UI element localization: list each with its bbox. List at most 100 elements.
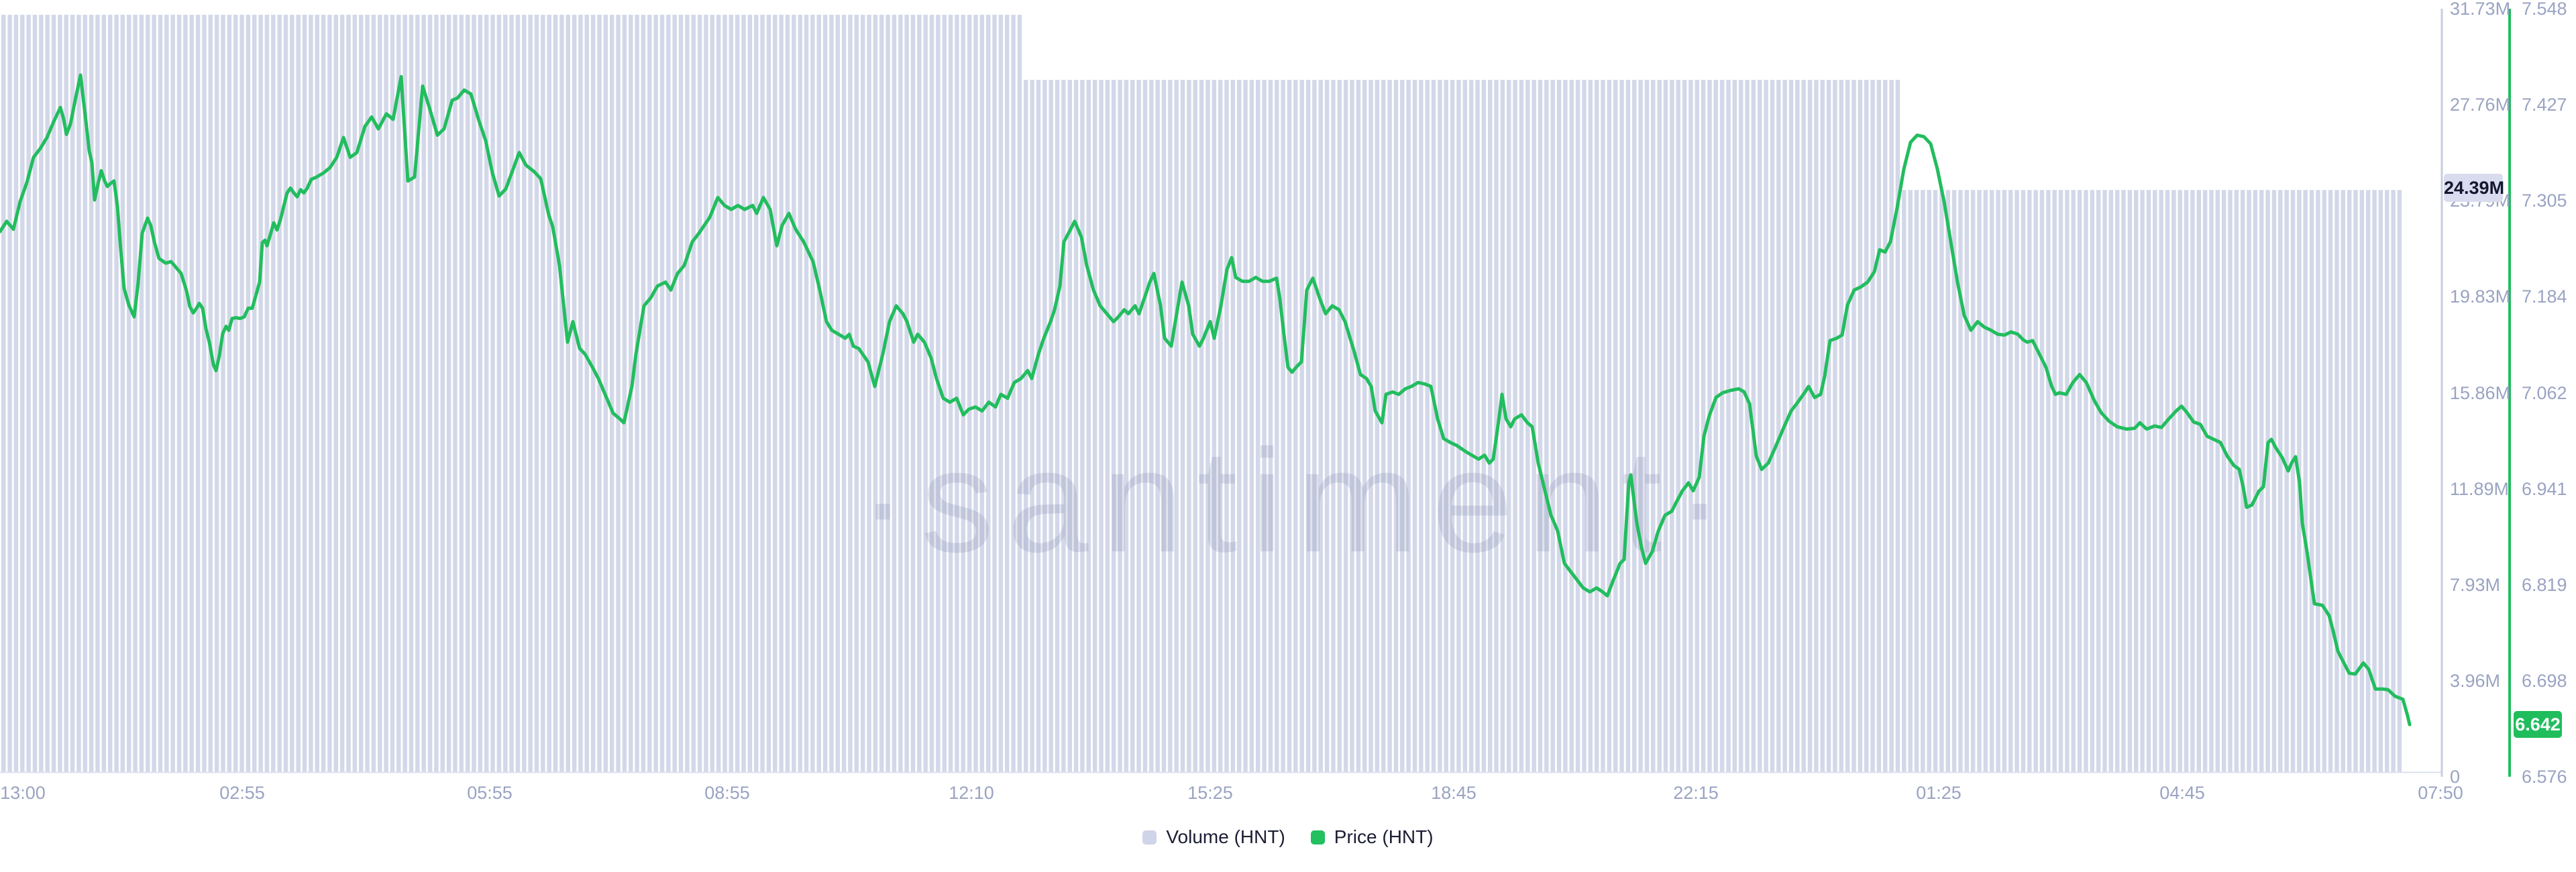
volume-bar xyxy=(841,15,847,772)
volume-bar xyxy=(1193,80,1197,773)
volume-bar xyxy=(1230,80,1236,773)
volume-bar xyxy=(641,15,646,772)
volume-bar xyxy=(2259,190,2264,772)
volume-bar xyxy=(189,15,194,772)
volume-bar xyxy=(2184,190,2189,772)
volume-bar xyxy=(51,15,56,772)
volume-bar xyxy=(917,15,922,772)
price-tick-label: 6.819 xyxy=(2522,575,2567,595)
volume-bar xyxy=(2058,190,2063,772)
volume-bar xyxy=(1758,80,1762,773)
volume-bar xyxy=(1945,190,1950,772)
volume-bar xyxy=(2084,190,2088,772)
legend-item-volume[interactable]: Volume (HNT) xyxy=(1142,826,1285,848)
volume-bar xyxy=(1049,80,1053,773)
volume-bar xyxy=(277,15,282,772)
volume-bar xyxy=(1275,80,1279,773)
volume-bar xyxy=(421,15,426,772)
volume-bar xyxy=(955,15,959,772)
volume-bar xyxy=(1337,80,1342,773)
volume-bar xyxy=(1695,80,1699,773)
volume-bar xyxy=(202,15,207,772)
price-swatch-icon xyxy=(1310,830,1325,844)
volume-bar xyxy=(1575,80,1580,773)
volume-bar xyxy=(1914,190,1919,772)
volume-bar xyxy=(2303,190,2308,772)
volume-bar xyxy=(948,15,953,772)
volume-bar xyxy=(2397,190,2402,772)
volume-bar xyxy=(1224,80,1229,773)
volume-bar xyxy=(1287,80,1292,773)
volume-bar xyxy=(942,15,947,772)
volume-bar xyxy=(13,15,19,772)
volume-bar xyxy=(1651,80,1656,773)
volume-bar xyxy=(1638,80,1643,773)
volume-bar xyxy=(2039,190,2045,772)
volume-bar xyxy=(158,15,163,772)
volume-bar xyxy=(1412,80,1417,773)
volume-bar xyxy=(76,15,81,772)
volume-bar xyxy=(434,15,439,772)
volume-bar xyxy=(1011,15,1016,772)
volume-bar xyxy=(1569,80,1574,773)
volume-bar xyxy=(1450,80,1455,773)
volume-bar xyxy=(1393,80,1399,773)
volume-bar xyxy=(547,15,551,772)
time-tick-label: 02:55 xyxy=(219,783,265,803)
volume-bar xyxy=(1883,80,1888,773)
volume-bar xyxy=(1400,80,1405,773)
volume-bar xyxy=(967,15,972,772)
volume-bar xyxy=(1550,80,1555,773)
volume-bar xyxy=(2096,190,2101,772)
volume-bar xyxy=(2127,190,2133,772)
volume-bar xyxy=(1964,190,1970,772)
volume-swatch-icon xyxy=(1142,830,1157,844)
volume-bar xyxy=(553,15,558,772)
volume-bar xyxy=(1005,15,1010,772)
volume-bar xyxy=(992,15,997,772)
volume-bar xyxy=(1701,80,1706,773)
volume-bar xyxy=(616,15,621,772)
volume-bar xyxy=(239,15,244,772)
volume-bar xyxy=(1130,80,1135,773)
volume-bar xyxy=(1136,80,1141,773)
price-tick-label: 7.184 xyxy=(2522,286,2567,307)
volume-bar xyxy=(2065,190,2070,772)
volume-bar xyxy=(358,15,364,772)
price-tick-label: 7.062 xyxy=(2522,383,2567,403)
volume-bar xyxy=(985,15,991,772)
price-line xyxy=(0,73,2412,726)
volume-bar xyxy=(472,15,476,772)
volume-tick-label: 27.76M xyxy=(2450,95,2511,115)
legend-item-price[interactable]: Price (HNT) xyxy=(1310,826,1434,848)
volume-bar xyxy=(114,15,119,772)
volume-bar xyxy=(70,15,75,772)
volume-bar xyxy=(1500,80,1505,773)
volume-bar xyxy=(1632,80,1637,773)
volume-bar xyxy=(729,15,734,772)
volume-bar xyxy=(1381,80,1386,773)
volume-bar xyxy=(1212,80,1217,773)
volume-bar xyxy=(1833,80,1837,773)
volume-bar xyxy=(2228,190,2233,772)
volume-bar xyxy=(2265,190,2270,772)
volume-bar xyxy=(534,15,539,772)
volume-bar xyxy=(810,15,815,772)
volume-bar xyxy=(1299,80,1304,773)
volume-bar xyxy=(1864,80,1869,773)
volume-bar xyxy=(1989,190,1994,772)
volume-bar xyxy=(1908,190,1913,772)
volume-bar xyxy=(635,15,639,772)
volume-bar xyxy=(133,15,138,772)
volume-bar xyxy=(1738,80,1743,773)
volume-bar xyxy=(1688,80,1693,773)
volume-tick-label: 15.86M xyxy=(2450,383,2511,403)
volume-bar xyxy=(1362,80,1367,773)
volume-bar xyxy=(860,15,865,772)
volume-bar xyxy=(503,15,508,772)
volume-bar xyxy=(2378,190,2383,772)
volume-bar xyxy=(867,15,871,772)
volume-bar xyxy=(1017,15,1022,772)
